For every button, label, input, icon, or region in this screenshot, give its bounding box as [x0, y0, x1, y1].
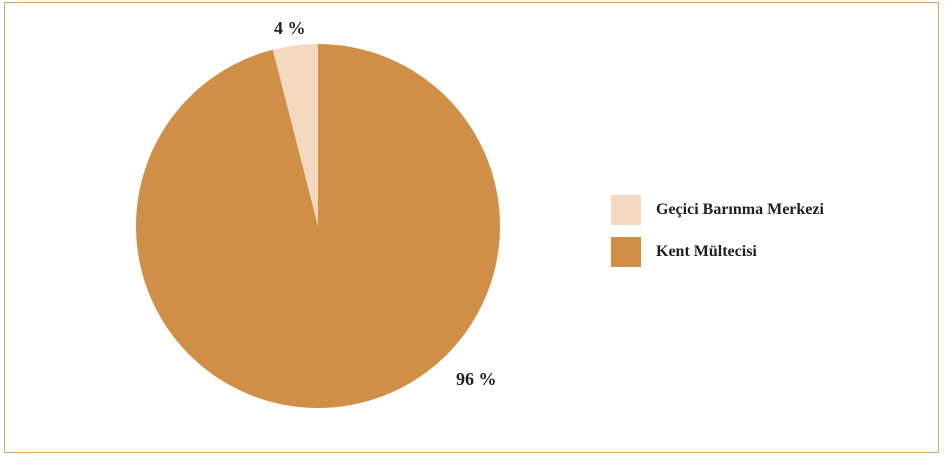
pie-slice-kent: [136, 44, 501, 408]
data-label-gecici: 4 %: [274, 18, 306, 38]
legend: Geçici Barınma Merkezi Kent Mültecisi: [611, 195, 824, 279]
legend-label-gecici: Geçici Barınma Merkezi: [656, 201, 824, 218]
legend-swatch-kent: [611, 237, 641, 267]
pie-slice-gecici: [272, 44, 318, 226]
legend-label-kent: Kent Mültecisi: [656, 243, 757, 260]
legend-item-kent: Kent Mültecisi: [611, 237, 824, 267]
data-label-kent: 96 %: [456, 369, 497, 389]
legend-item-gecici: Geçici Barınma Merkezi: [611, 195, 824, 225]
legend-swatch-gecici: [611, 195, 641, 225]
pie-slices: [136, 44, 501, 408]
